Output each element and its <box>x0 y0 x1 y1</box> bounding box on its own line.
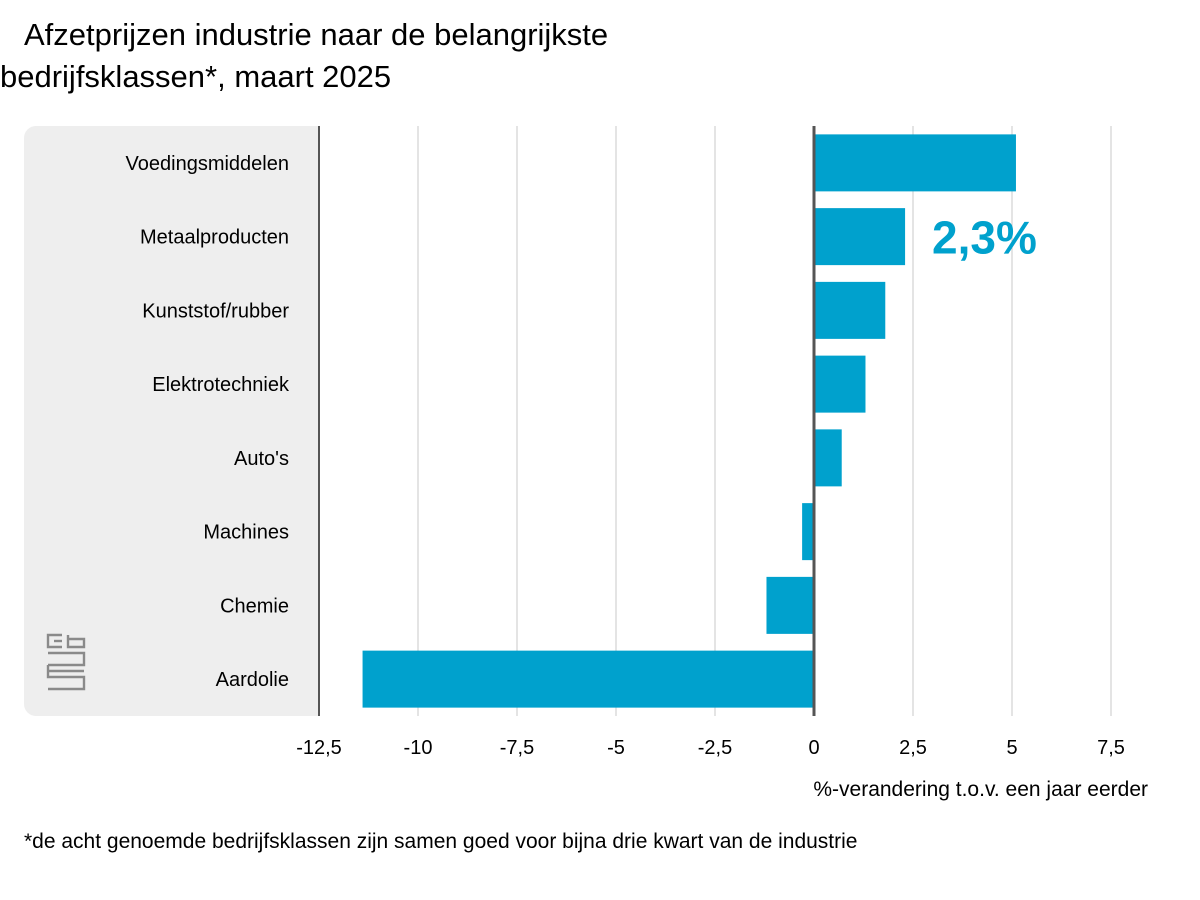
category-label: Chemie <box>220 595 289 617</box>
x-tick-label: 0 <box>808 737 819 759</box>
category-label: Auto's <box>234 448 289 470</box>
category-label-panel <box>24 126 320 716</box>
x-tick-label: 5 <box>1006 737 1017 759</box>
bar <box>814 134 1016 192</box>
category-label: Elektrotechniek <box>152 374 290 396</box>
x-tick-label: -5 <box>607 737 625 759</box>
x-axis-title: %-verandering t.o.v. een jaar eerder <box>813 778 1148 801</box>
bar <box>362 650 814 708</box>
category-label: Metaalproducten <box>140 227 289 249</box>
x-tick-label: -2,5 <box>698 737 732 759</box>
category-label: Machines <box>203 522 289 544</box>
bar <box>814 355 866 413</box>
category-label: Aardolie <box>216 669 289 691</box>
x-tick-label: 2,5 <box>899 737 927 759</box>
x-tick-label: -12,5 <box>296 737 342 759</box>
footnote: *de acht genoemde bedrijfsklassen zijn s… <box>24 830 858 853</box>
cbs-logo-icon <box>46 633 86 691</box>
x-tick-label: -7,5 <box>500 737 534 759</box>
bar <box>814 281 886 339</box>
category-label: Voedingsmiddelen <box>126 153 289 175</box>
highlight-annotation: 2,3% <box>932 212 1037 264</box>
category-label: Kunststof/rubber <box>142 300 289 322</box>
chart-title-line1: Afzetprijzen industrie naar de belangrij… <box>24 17 609 52</box>
bar <box>814 429 842 487</box>
bar <box>802 503 814 561</box>
x-tick-label: -10 <box>404 737 433 759</box>
chart-title: Afzetprijzen industrie naar de belangrij… <box>0 14 720 98</box>
bar <box>766 576 814 634</box>
x-tick-label: 7,5 <box>1097 737 1125 759</box>
bar <box>814 208 906 266</box>
chart-title-line2: bedrijfsklassen*, maart 2025 <box>0 59 392 94</box>
